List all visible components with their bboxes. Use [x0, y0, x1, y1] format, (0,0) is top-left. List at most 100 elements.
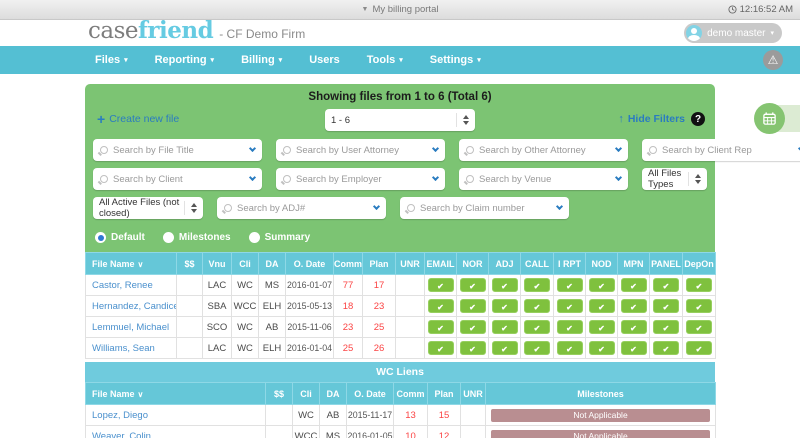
venue-filter[interactable] — [459, 168, 628, 190]
milestone-check-button-mpn[interactable] — [620, 341, 647, 355]
milestone-check-button-adj[interactable] — [491, 320, 518, 334]
milestone-check-button-call[interactable] — [524, 299, 550, 313]
other-attorney-filter[interactable] — [459, 139, 628, 161]
column-header-nor[interactable]: NOR — [456, 252, 489, 275]
milestone-check-button-adj[interactable] — [491, 299, 518, 313]
milestone-check-button-mpn[interactable] — [620, 278, 647, 292]
column-header-mpn[interactable]: MPN — [617, 252, 650, 275]
column-header-file-name[interactable]: File Name ∨ — [85, 252, 177, 275]
column-header-cli[interactable]: Cli — [292, 382, 320, 405]
milestone-check-button-depon[interactable] — [686, 341, 712, 355]
milestone-check-button-call[interactable] — [524, 341, 550, 355]
milestone-check-button-call[interactable] — [524, 278, 550, 292]
claim-number-input[interactable] — [420, 202, 552, 214]
column-header-comm[interactable]: Comm — [333, 252, 363, 275]
alerts-button[interactable]: ⚠ — [763, 50, 783, 70]
column-header-call[interactable]: CALL — [520, 252, 554, 275]
client-input[interactable] — [113, 173, 245, 185]
column-header-plan[interactable]: Plan — [362, 252, 396, 275]
client-filter[interactable] — [93, 168, 262, 190]
help-button[interactable]: ? — [691, 112, 705, 126]
milestone-check-button-depon[interactable] — [686, 299, 712, 313]
milestone-check-button-mpn[interactable] — [620, 320, 647, 334]
column-header-email[interactable]: EMAIL — [424, 252, 457, 275]
radio-icon[interactable] — [248, 232, 260, 243]
column-header-da[interactable]: DA — [258, 252, 286, 275]
column-header-o-date[interactable]: O. Date — [346, 382, 394, 405]
calendar-button[interactable] — [754, 103, 785, 134]
column-header-plan[interactable]: Plan — [427, 382, 461, 405]
user-attorney-input[interactable] — [296, 144, 428, 156]
file-status-select[interactable]: All Active Files (not closed) — [93, 197, 203, 219]
logo[interactable]: case friend - CF Demo Firm — [88, 17, 305, 44]
milestone-check-button-panel[interactable] — [653, 299, 679, 313]
file-types-select[interactable]: All Files Types — [642, 168, 707, 190]
milestone-check-button-depon[interactable] — [686, 320, 712, 334]
column-header-unr[interactable]: UNR — [395, 252, 425, 275]
view-option-summary[interactable]: Summary — [248, 232, 310, 243]
file-link[interactable]: Lopez, Diego — [85, 404, 266, 426]
milestone-check-button-email[interactable] — [427, 320, 454, 334]
user-menu-button[interactable]: demo master ▾ — [684, 23, 782, 43]
column-header-adj[interactable]: ADJ — [488, 252, 521, 275]
nav-item-reporting[interactable]: Reporting ▾ — [155, 54, 214, 66]
milestone-check-button-nor[interactable] — [459, 278, 486, 292]
column-header-irpt[interactable]: I RPT — [553, 252, 586, 275]
milestone-check-button-nod[interactable] — [588, 278, 615, 292]
nav-item-settings[interactable]: Settings ▾ — [430, 54, 481, 66]
column-header-unr[interactable]: UNR — [460, 382, 486, 405]
column-header-o-date[interactable]: O. Date — [285, 252, 334, 275]
file-link[interactable]: Weaver, Colin — [85, 425, 266, 438]
milestone-check-button-panel[interactable] — [653, 320, 679, 334]
milestone-check-button-nod[interactable] — [588, 320, 615, 334]
view-option-milestones[interactable]: Milestones — [162, 232, 231, 243]
column-header-comm[interactable]: Comm — [393, 382, 428, 405]
milestone-check-button-nod[interactable] — [588, 299, 615, 313]
nav-item-billing[interactable]: Billing ▾ — [241, 54, 282, 66]
column-header-nod[interactable]: NOD — [585, 252, 618, 275]
venue-input[interactable] — [479, 173, 611, 185]
milestone-check-button-panel[interactable] — [653, 278, 679, 292]
file-title-filter[interactable] — [93, 139, 262, 161]
other-attorney-input[interactable] — [479, 144, 611, 156]
column-header-depon[interactable]: DepOn — [682, 252, 716, 275]
milestone-check-button-panel[interactable] — [653, 341, 679, 355]
milestone-check-button-depon[interactable] — [686, 278, 712, 292]
milestone-check-button-email[interactable] — [427, 341, 454, 355]
radio-selected-icon[interactable] — [95, 232, 106, 243]
page-range-select[interactable]: 1 - 6 — [325, 109, 475, 131]
file-link[interactable]: Lemmuel, Michael — [85, 316, 177, 338]
user-attorney-filter[interactable] — [276, 139, 445, 161]
milestone-check-button-nor[interactable] — [459, 299, 486, 313]
milestone-check-button-nor[interactable] — [459, 320, 486, 334]
client-rep-input[interactable] — [662, 144, 794, 156]
employer-filter[interactable] — [276, 168, 445, 190]
milestone-check-button-irpt[interactable] — [556, 320, 583, 334]
create-new-file-button[interactable]: + Create new file — [97, 112, 179, 126]
column-header-da[interactable]: DA — [319, 382, 347, 405]
employer-input[interactable] — [296, 173, 428, 185]
claim-number-filter[interactable] — [400, 197, 569, 219]
column-header-money[interactable]: $$ — [265, 382, 293, 405]
milestone-check-button-adj[interactable] — [491, 341, 518, 355]
milestone-check-button-email[interactable] — [427, 278, 454, 292]
file-link[interactable]: Williams, Sean — [85, 337, 177, 359]
view-option-default[interactable]: Default — [95, 232, 145, 243]
file-link[interactable]: Hernandez, Candice — [85, 295, 177, 317]
column-header-panel[interactable]: PANEL — [649, 252, 683, 275]
milestone-check-button-irpt[interactable] — [556, 341, 583, 355]
milestone-check-button-call[interactable] — [524, 320, 550, 334]
column-header-file-name[interactable]: File Name ∨ — [85, 382, 266, 405]
client-rep-filter[interactable] — [642, 139, 800, 161]
nav-item-files[interactable]: Files ▾ — [95, 54, 128, 66]
column-header-vnu[interactable]: Vnu — [202, 252, 232, 275]
hide-filters-button[interactable]: ↑ Hide Filters — [618, 113, 685, 125]
column-header-cli[interactable]: Cli — [231, 252, 259, 275]
milestone-check-button-irpt[interactable] — [556, 299, 583, 313]
adj-number-input[interactable] — [237, 202, 369, 214]
milestone-check-button-adj[interactable] — [491, 278, 518, 292]
milestone-check-button-email[interactable] — [427, 299, 454, 313]
column-header-milestones[interactable]: Milestones — [485, 382, 716, 405]
file-link[interactable]: Castor, Renee — [85, 274, 177, 296]
milestone-check-button-nor[interactable] — [459, 341, 486, 355]
